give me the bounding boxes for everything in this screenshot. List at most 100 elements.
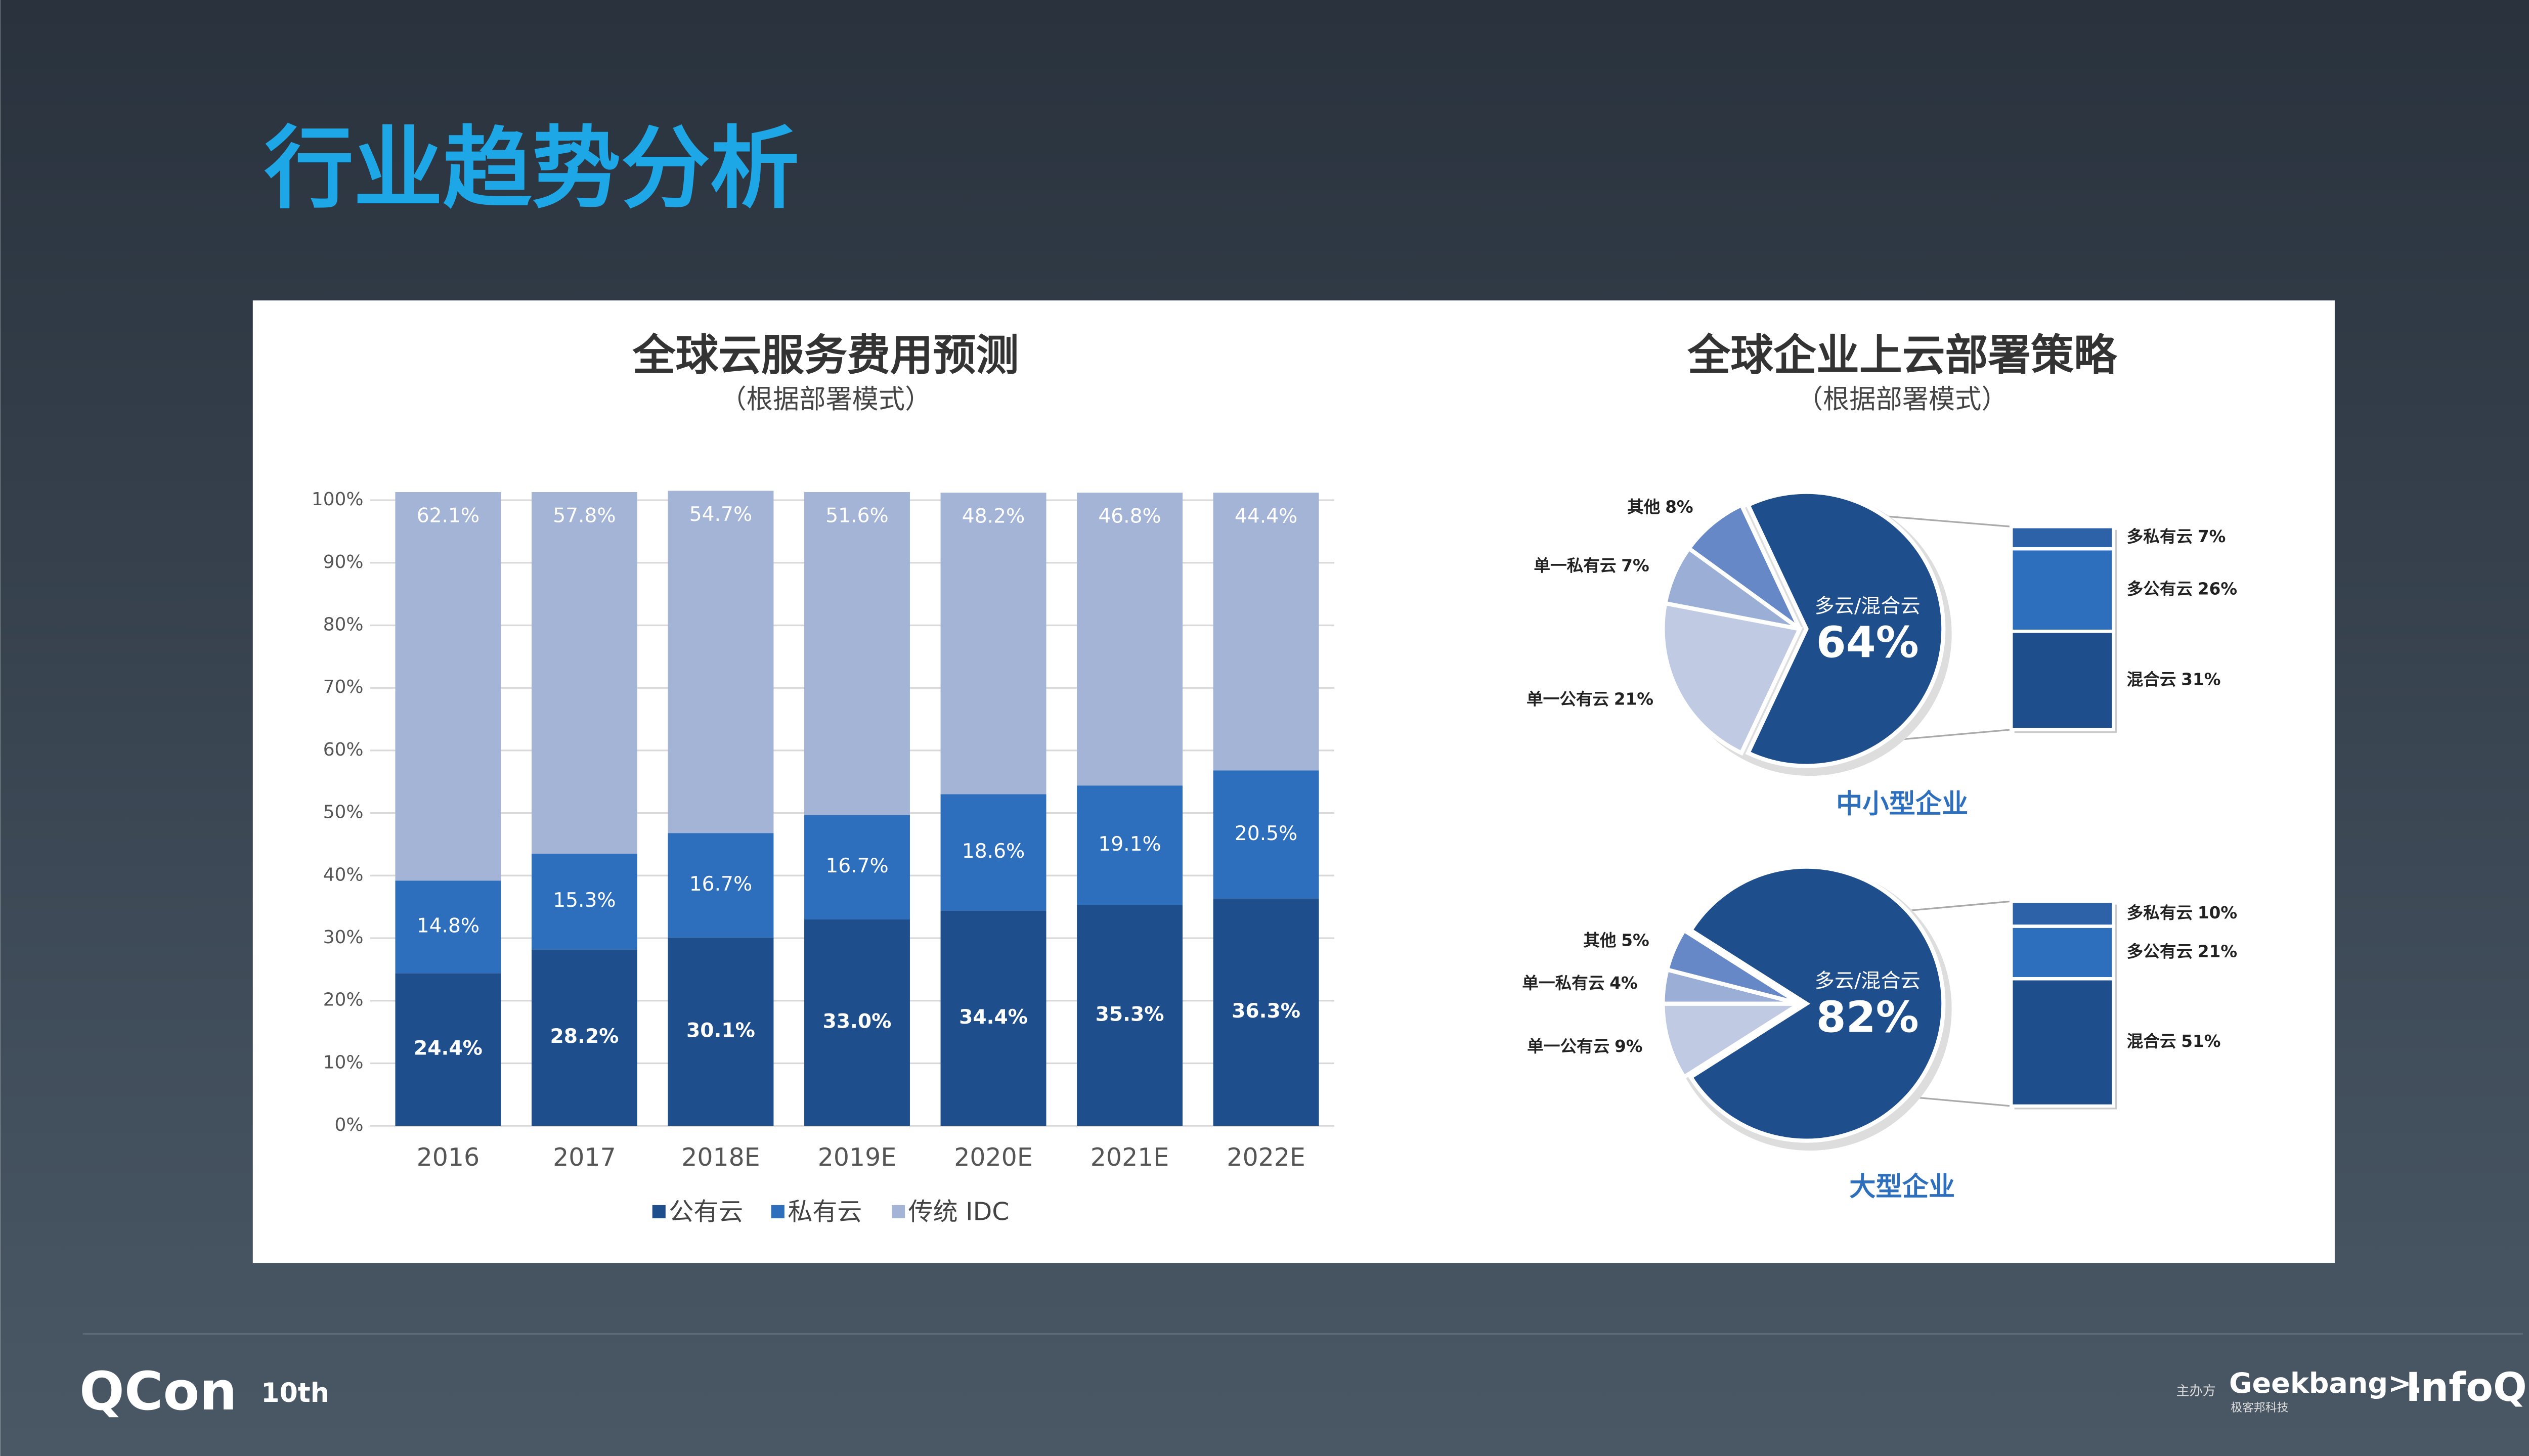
pie-slice xyxy=(1664,927,1801,1006)
x-tick-label: 2020E xyxy=(954,1143,1033,1172)
data-label: 57.8% xyxy=(553,504,616,527)
brand: QCon xyxy=(79,1360,237,1422)
x-tick-label: 2017 xyxy=(553,1143,616,1172)
data-label: 24.4% xyxy=(414,1037,483,1060)
data-label: 14.8% xyxy=(417,914,479,937)
pie-slice xyxy=(1661,601,1803,756)
data-label: 48.2% xyxy=(962,505,1025,528)
bar-segment xyxy=(668,833,774,938)
breakdown-value: 7% xyxy=(2198,527,2226,546)
breakdown-label: 多私有云 7% xyxy=(2127,527,2226,546)
slice-label: 单一私有云 4% xyxy=(1522,974,1637,993)
legend-swatch xyxy=(652,1205,666,1218)
data-label: 19.1% xyxy=(1098,833,1161,856)
data-label: 16.7% xyxy=(825,855,888,877)
bar-segment xyxy=(1213,770,1319,899)
bar-segment xyxy=(804,815,910,919)
slice-label: 单一公有云 21% xyxy=(1527,689,1653,709)
legend-swatch xyxy=(892,1205,905,1218)
pie-caption: 大型企业 xyxy=(1849,1172,1955,1202)
legend-label: 传统 IDC xyxy=(908,1198,1010,1226)
x-tick-label: 2019E xyxy=(818,1143,897,1172)
y-tick-label: 60% xyxy=(323,739,364,760)
x-tick-label: 2018E xyxy=(681,1143,760,1172)
slice-value: 5% xyxy=(1621,931,1649,950)
pie-slice xyxy=(1745,490,1946,768)
data-label: 20.5% xyxy=(1235,822,1297,845)
data-label: 28.2% xyxy=(550,1025,619,1048)
bar-segment xyxy=(531,854,637,950)
breakdown-segment xyxy=(2009,630,2115,732)
breakdown-segment xyxy=(2009,525,2115,551)
data-label: 30.1% xyxy=(686,1019,755,1042)
slice-label: 其他 5% xyxy=(1583,931,1649,950)
data-label: 62.1% xyxy=(417,504,479,527)
slice-value: 82% xyxy=(1816,993,1919,1043)
data-label: 16.7% xyxy=(689,873,752,896)
x-tick-label: 2016 xyxy=(417,1143,480,1172)
bar-segment xyxy=(1077,493,1183,786)
breakdown-name: 混合云 xyxy=(2127,670,2176,689)
data-label: 18.6% xyxy=(962,840,1025,863)
slice-value: 7% xyxy=(1621,556,1649,575)
slice-name: 多云/混合云 xyxy=(1815,970,1921,993)
y-tick-label: 50% xyxy=(323,802,364,823)
y-tick-label: 70% xyxy=(323,677,364,697)
pie-slice xyxy=(1686,502,1802,631)
y-tick-label: 100% xyxy=(312,489,364,510)
breakdown-value: 10% xyxy=(2198,903,2237,922)
bar-segment xyxy=(395,492,501,881)
bar-segment xyxy=(804,492,910,815)
slice-value: 8% xyxy=(1665,498,1693,517)
slice-label: 单一公有云 9% xyxy=(1527,1037,1642,1056)
breakdown-label: 多公有云 21% xyxy=(2127,942,2237,961)
pie-caption: 中小型企业 xyxy=(1836,789,1968,819)
pie-slice xyxy=(1687,864,1946,1143)
edition: 10th xyxy=(261,1378,329,1408)
y-tick-label: 40% xyxy=(323,864,364,885)
y-tick-label: 0% xyxy=(335,1115,364,1135)
breakdown-label: 多私有云 10% xyxy=(2127,903,2237,922)
bar-segment xyxy=(531,492,637,854)
bar-segment xyxy=(395,880,501,974)
legend-label: 私有云 xyxy=(788,1198,862,1226)
breakdown-value: 51% xyxy=(2181,1032,2220,1051)
chart-title: 全球云服务费用预测 xyxy=(632,331,1019,381)
bar-segment xyxy=(1213,899,1319,1126)
slice-name: 单一公有云 xyxy=(1527,689,1609,709)
slide-title: 行业趋势分析 xyxy=(265,116,800,220)
slice-name: 单一公有云 xyxy=(1527,1037,1609,1056)
bar-segment xyxy=(1077,905,1183,1126)
bar-segment xyxy=(668,937,774,1126)
breakdown-label: 混合云 51% xyxy=(2127,1032,2221,1051)
bar-segment xyxy=(940,794,1047,911)
data-label: 46.8% xyxy=(1098,505,1161,528)
y-tick-label: 80% xyxy=(323,614,364,635)
y-tick-label: 20% xyxy=(323,990,364,1010)
breakdown-name: 多私有云 xyxy=(2127,527,2193,546)
bar-segment xyxy=(531,949,637,1126)
breakdown-segment xyxy=(2009,899,2115,928)
media: InfoQ xyxy=(2406,1364,2526,1410)
slice-value: 21% xyxy=(1614,689,1653,709)
bar-segment xyxy=(1077,785,1183,905)
bar-segment xyxy=(395,973,501,1126)
breakdown-label: 多公有云 26% xyxy=(2127,580,2237,599)
data-label: 33.0% xyxy=(823,1010,892,1033)
breakdown-value: 26% xyxy=(2198,580,2237,599)
legend-swatch xyxy=(771,1205,784,1218)
breakdown-segment xyxy=(2009,977,2115,1108)
bar-segment xyxy=(940,910,1047,1126)
slice-value: 64% xyxy=(1816,618,1919,668)
breakdown-name: 多私有云 xyxy=(2127,903,2193,922)
partner-cn: 极客邦科技 xyxy=(2231,1401,2288,1415)
slice-name: 单一私有云 xyxy=(1522,974,1604,993)
x-tick-label: 2022E xyxy=(1227,1143,1305,1172)
x-tick-label: 2021E xyxy=(1091,1143,1169,1172)
breakdown-name: 多公有云 xyxy=(2127,580,2193,599)
bar-segment xyxy=(804,919,910,1126)
data-label: 15.3% xyxy=(553,889,616,912)
slice-value: 9% xyxy=(1615,1037,1642,1056)
data-label: 36.3% xyxy=(1232,1000,1300,1023)
